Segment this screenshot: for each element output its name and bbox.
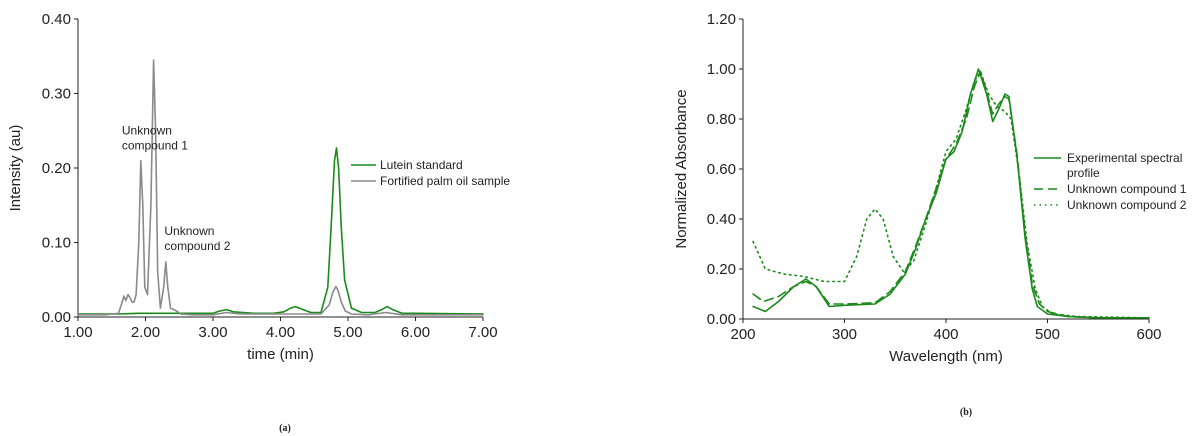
- y-tick-label: 0.40: [707, 211, 736, 228]
- series-line: [752, 70, 1150, 319]
- chart-b: 200 300 400 500 600 0.00 0.20 0.40 0.60 0.80 1.00 1…: [673, 11, 1187, 418]
- annotation-label: compound 2: [164, 239, 230, 253]
- y-tick-label: 0.00: [707, 311, 736, 328]
- legend-label: Unknown compound 2: [1067, 198, 1187, 212]
- legend-label: Unknown compound 1: [1067, 182, 1187, 196]
- x-tick-label: 500: [1035, 326, 1060, 343]
- x-tick-label: 200: [730, 326, 755, 343]
- x-tick-label: 5.00: [333, 324, 362, 341]
- y-tick-label: 0.60: [707, 161, 736, 178]
- legend-label: Lutein standard: [380, 158, 463, 172]
- y-tick-label: 0.40: [42, 11, 71, 28]
- annotation-label: compound 1: [122, 138, 188, 152]
- legend-label: profile: [1067, 166, 1100, 180]
- y-tick-label: 0.80: [707, 111, 736, 128]
- x-tick-label: 6.00: [401, 324, 430, 341]
- y-axis-label: Normalized Absorbance: [673, 89, 690, 248]
- x-tick-label: 300: [832, 326, 857, 343]
- y-tick-label: 0.20: [707, 261, 736, 278]
- annotation-label: Unknown: [164, 224, 214, 238]
- y-tick-label: 0.10: [42, 235, 71, 252]
- series-line: [77, 147, 484, 315]
- x-tick-label: 400: [933, 326, 958, 343]
- x-axis-label: Wavelength (nm): [889, 348, 1003, 365]
- x-tick-label: 1.00: [63, 324, 92, 341]
- y-tick-label: 1.20: [707, 11, 736, 28]
- series-line: [752, 70, 1150, 319]
- y-axis-label: Intensity (au): [7, 125, 24, 212]
- series-line: [77, 59, 484, 316]
- y-tick-label: 0.00: [42, 309, 71, 326]
- x-axis-label: time (min): [247, 346, 314, 363]
- x-tick-label: 600: [1136, 326, 1161, 343]
- legend-label: Experimental spectral: [1067, 151, 1182, 165]
- annotation-label: Unknown: [122, 123, 172, 137]
- panel-label: (a): [279, 423, 291, 434]
- chart-a: 1.00 2.00 3.00 4.00 5.00 6.00 7.00 0.00 0.10 0.20…: [7, 11, 510, 434]
- x-tick-label: 2.00: [131, 324, 160, 341]
- y-tick-label: 0.30: [42, 86, 71, 103]
- x-tick-label: 3.00: [198, 324, 227, 341]
- panel-label: (b): [960, 407, 972, 418]
- y-tick-label: 1.00: [707, 61, 736, 78]
- y-tick-label: 0.20: [42, 160, 71, 177]
- x-tick-label: 7.00: [468, 324, 497, 341]
- x-tick-label: 4.00: [266, 324, 295, 341]
- legend-label: Fortified palm oil sample: [380, 174, 510, 188]
